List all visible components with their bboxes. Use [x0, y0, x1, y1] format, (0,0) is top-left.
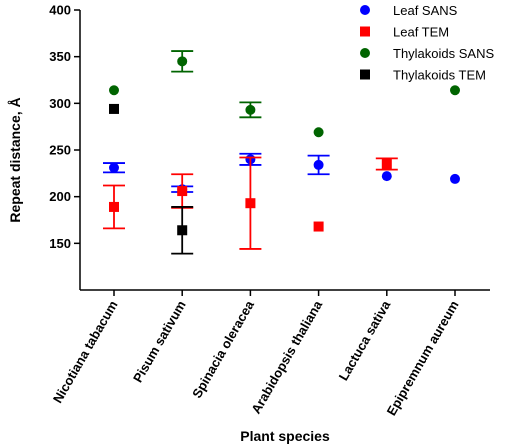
- leaf-sans-point: [313, 159, 324, 170]
- x-tick-label: Lactuca sativa: [336, 297, 394, 383]
- leaf-tem-point: [177, 186, 188, 197]
- legend-label: Thylakoids SANS: [393, 46, 494, 61]
- thylakoids-tem-point: [177, 225, 188, 236]
- y-tick-label: 350: [49, 49, 71, 64]
- y-tick-label: 250: [49, 143, 71, 158]
- thylakoids-sans-point: [245, 104, 256, 115]
- leaf-tem-point: [313, 221, 324, 232]
- thylakoids-sans-point: [109, 85, 119, 96]
- x-tick-label: Epipremnum aureum: [384, 298, 462, 418]
- x-axis-title: Plant species: [240, 428, 330, 444]
- x-tick-label: Spinacia oleracea: [189, 297, 257, 400]
- legend-marker: [360, 48, 370, 58]
- y-tick-label: 300: [49, 96, 71, 111]
- thylakoids-sans-point: [450, 85, 460, 96]
- y-tick-label: 200: [49, 189, 71, 204]
- x-axis: Nicotiana tabacum Pisum sativum Spinacia o…: [50, 289, 490, 418]
- legend-label: Thylakoids TEM: [393, 68, 486, 83]
- legend-marker: [360, 26, 370, 37]
- legend-marker: [360, 69, 370, 80]
- leaf-tem-point: [245, 198, 256, 209]
- x-tick-label: Nicotiana tabacum: [50, 298, 121, 406]
- legend-label: Leaf TEM: [393, 25, 449, 40]
- leaf-tem-point: [381, 159, 392, 169]
- leaf-tem-point: [109, 201, 119, 212]
- legend-marker: [360, 5, 370, 15]
- leaf-sans-point: [109, 162, 119, 173]
- x-tick-label: Pisum sativum: [130, 298, 189, 385]
- x-tick-label: Arabidopsis thaliana: [248, 297, 325, 416]
- leaf-sans-point: [450, 173, 460, 184]
- y-axis-title: Repeat distance, Å: [7, 97, 23, 222]
- y-axis: 150 200 250 300 350 400: [49, 3, 81, 290]
- y-tick-label: 150: [49, 236, 71, 251]
- thylakoids-sans-point: [313, 127, 324, 138]
- plot-marks: [103, 50, 460, 255]
- thylakoids-tem-point: [109, 103, 119, 114]
- legend-label: Leaf SANS: [393, 3, 458, 18]
- thylakoids-sans-point: [177, 56, 188, 67]
- legend: Leaf SANS Leaf TEM Thylakoids SANS Thylakoi…: [360, 3, 494, 83]
- y-tick-label: 400: [49, 3, 71, 18]
- leaf-sans-point: [381, 171, 392, 182]
